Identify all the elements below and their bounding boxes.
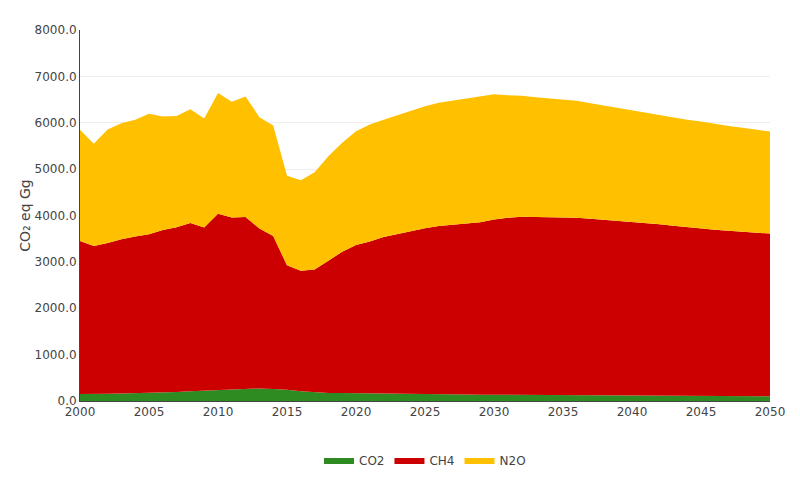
svg-text:1000.0: 1000.0: [35, 348, 77, 362]
svg-text:2025: 2025: [410, 405, 441, 419]
svg-text:7000.0: 7000.0: [35, 70, 77, 84]
svg-text:2005: 2005: [134, 405, 165, 419]
svg-text:2045: 2045: [686, 405, 717, 419]
svg-text:2000.0: 2000.0: [35, 301, 77, 315]
svg-text:5000.0: 5000.0: [35, 162, 77, 176]
svg-text:2000: 2000: [65, 405, 96, 419]
svg-text:N2O: N2O: [500, 454, 526, 468]
svg-text:CH4: CH4: [429, 454, 454, 468]
svg-text:2050: 2050: [755, 405, 786, 419]
svg-text:CO2: CO2: [359, 454, 384, 468]
svg-text:6000.0: 6000.0: [35, 116, 77, 130]
svg-text:2040: 2040: [617, 405, 648, 419]
svg-text:2010: 2010: [203, 405, 234, 419]
svg-text:CO₂ eq Gg: CO₂ eq Gg: [17, 179, 33, 252]
svg-text:3000.0: 3000.0: [35, 255, 77, 269]
svg-text:2015: 2015: [272, 405, 303, 419]
svg-text:0.0: 0.0: [58, 394, 77, 408]
svg-text:2035: 2035: [548, 405, 579, 419]
svg-text:2030: 2030: [479, 405, 510, 419]
svg-text:8000.0: 8000.0: [35, 23, 77, 37]
svg-text:2020: 2020: [341, 405, 372, 419]
svg-text:4000.0: 4000.0: [35, 209, 77, 223]
